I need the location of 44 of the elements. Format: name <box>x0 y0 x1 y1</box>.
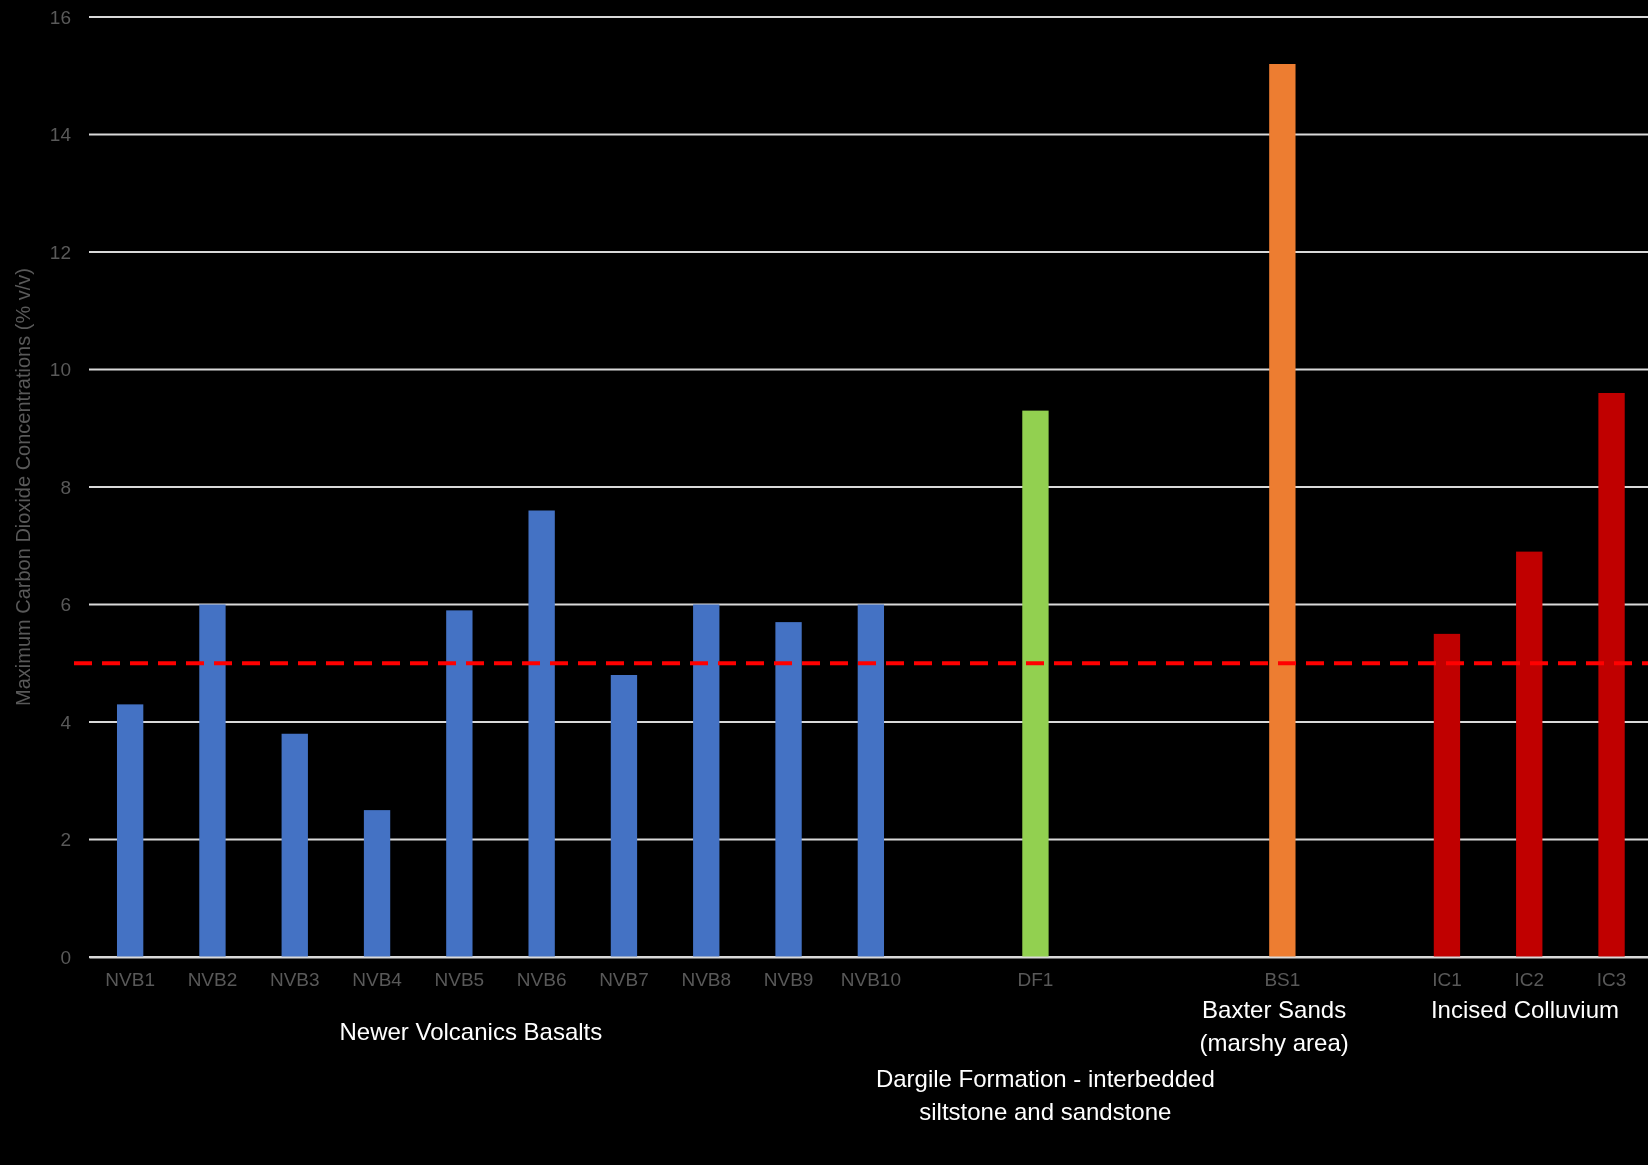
x-tick-label: NVB9 <box>763 969 814 991</box>
x-tick-label: NVB1 <box>105 969 155 991</box>
bar <box>1022 410 1049 957</box>
bar <box>693 604 720 957</box>
y-axis-title: Maximum Carbon Dioxide Concentrations (% v/v) <box>12 268 34 706</box>
y-tick-label: 8 <box>60 476 71 498</box>
x-tick-label: BS1 <box>1264 969 1301 991</box>
y-tick-label: 0 <box>60 946 71 968</box>
x-tick-label: IC1 <box>1432 969 1462 991</box>
bar <box>610 675 638 957</box>
x-tick-label: NVB5 <box>434 969 485 991</box>
y-tick-label: 14 <box>49 124 72 146</box>
bar <box>1433 633 1461 957</box>
x-tick-label: NVB7 <box>599 969 649 991</box>
y-tick-label: 12 <box>49 241 71 263</box>
bar <box>1269 64 1296 957</box>
bar <box>1516 551 1543 957</box>
x-tick-label: IC3 <box>1596 969 1627 991</box>
bar <box>528 510 555 957</box>
x-tick-label: IC2 <box>1514 969 1545 991</box>
bar <box>281 733 308 957</box>
bar <box>775 622 802 957</box>
text: Newer Volcanics Basalts <box>339 1018 603 1045</box>
text: Dargile Formation - interbedded siltstone and sandstone <box>875 1065 1215 1125</box>
bar <box>116 704 144 957</box>
x-tick-label: DF1 <box>1017 969 1054 991</box>
x-tick-label: NVB3 <box>269 969 320 991</box>
y-tick-label: 16 <box>49 6 71 28</box>
x-tick-label: NVB6 <box>516 969 567 991</box>
bar <box>446 610 473 957</box>
bar <box>199 604 226 957</box>
text: Baxter Sands (marshy area) <box>1199 996 1349 1056</box>
y-tick-label: 6 <box>60 594 71 616</box>
x-tick-label: NVB4 <box>352 969 403 991</box>
text: Incised Colluvium <box>1430 996 1620 1023</box>
bar <box>363 810 391 957</box>
bar <box>857 604 885 957</box>
x-tick-label: NVB8 <box>681 969 732 991</box>
y-tick-label: 10 <box>49 359 71 381</box>
bar <box>1598 393 1625 957</box>
x-tick-label: NVB2 <box>187 969 238 991</box>
y-tick-label: 4 <box>60 711 72 733</box>
y-tick-label: 2 <box>60 829 71 851</box>
x-tick-label: NVB10 <box>840 969 901 991</box>
